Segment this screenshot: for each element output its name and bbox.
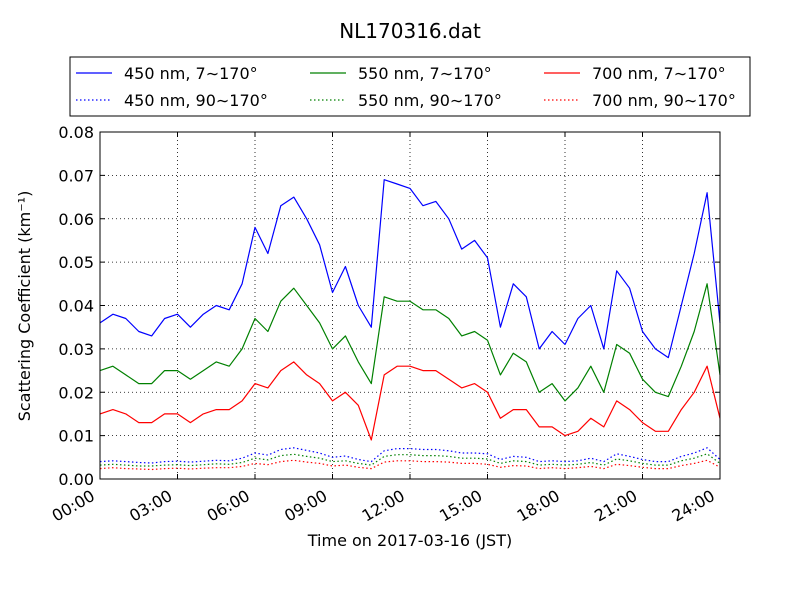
- legend-label: 700 nm, 90∼170°: [592, 91, 736, 110]
- legend-label: 450 nm, 7∼170°: [124, 64, 258, 83]
- gridlines: [100, 132, 720, 479]
- series-layer: [99, 179, 721, 471]
- legend-label: 550 nm, 7∼170°: [358, 64, 492, 83]
- legend-box: [69, 56, 751, 117]
- x-axis-label: Time on 2017-03-16 (JST): [307, 531, 512, 550]
- legend-items: 450 nm, 7∼170° 550 nm, 7∼170° 700 nm, 7∼17…: [76, 64, 736, 110]
- y-tick-label: 0.06: [58, 210, 94, 229]
- y-tick-label: 0.00: [58, 470, 94, 489]
- y-tick-label: 0.08: [58, 123, 94, 142]
- series-line-1: [99, 283, 721, 402]
- legend-label: 700 nm, 7∼170°: [592, 64, 726, 83]
- legend-label: 550 nm, 90∼170°: [358, 91, 502, 110]
- series-line-5: [99, 459, 721, 471]
- y-axis-label: Scattering Coefficient (km⁻¹): [15, 191, 34, 422]
- y-tick-label: 0.02: [58, 383, 94, 402]
- y-tick-label: 0.07: [58, 166, 94, 185]
- y-axis: 0.00 0.01 0.02 0.03 0.04 0.05 0.06 0.07 0.08: [58, 123, 720, 489]
- series-line-2: [99, 361, 721, 441]
- legend-label: 450 nm, 90∼170°: [124, 91, 268, 110]
- legend: 450 nm, 7∼170° 550 nm, 7∼170° 700 nm, 7∼17…: [69, 56, 751, 117]
- y-tick-label: 0.04: [58, 297, 94, 316]
- y-tick-label: 0.05: [58, 253, 94, 272]
- y-tick-label: 0.03: [58, 340, 94, 359]
- series-line-0: [99, 179, 721, 359]
- y-tick-label: 0.01: [58, 427, 94, 446]
- chart-title: NL170316.dat: [339, 19, 481, 43]
